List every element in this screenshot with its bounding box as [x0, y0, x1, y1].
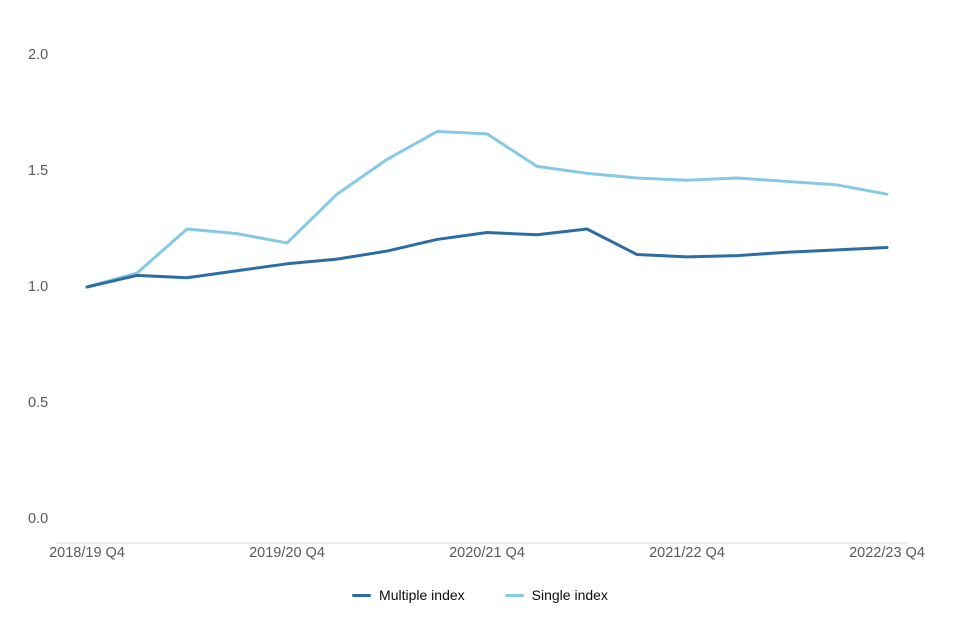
- legend-line-swatch: [504, 593, 524, 597]
- legend-item-multiple-index: Multiple index: [352, 586, 465, 604]
- x-tick-label: 2020/21 Q4: [449, 545, 525, 561]
- legend-label: Single index: [531, 587, 608, 603]
- series-line-single-index: [85, 130, 889, 289]
- legend-item-single-index: Single index: [504, 586, 608, 604]
- y-tick-label: 1.5: [28, 163, 49, 179]
- y-tick-label: 0.5: [28, 395, 49, 411]
- y-tick-label: 2.0: [28, 47, 49, 63]
- x-tick-label: 2018/19 Q4: [49, 545, 125, 561]
- legend-line-swatch: [352, 593, 372, 597]
- x-tick-label: 2019/20 Q4: [249, 545, 325, 561]
- series-line-multiple-index: [85, 227, 889, 289]
- y-tick-label: 0.0: [28, 511, 49, 527]
- chart-legend: Multiple index Single index: [0, 586, 960, 604]
- x-tick-label: 2021/22 Q4: [649, 545, 725, 561]
- y-tick-label: 1.0: [28, 279, 49, 295]
- x-tick-label: 2022/23 Q4: [849, 545, 925, 561]
- legend-label: Multiple index: [379, 587, 465, 603]
